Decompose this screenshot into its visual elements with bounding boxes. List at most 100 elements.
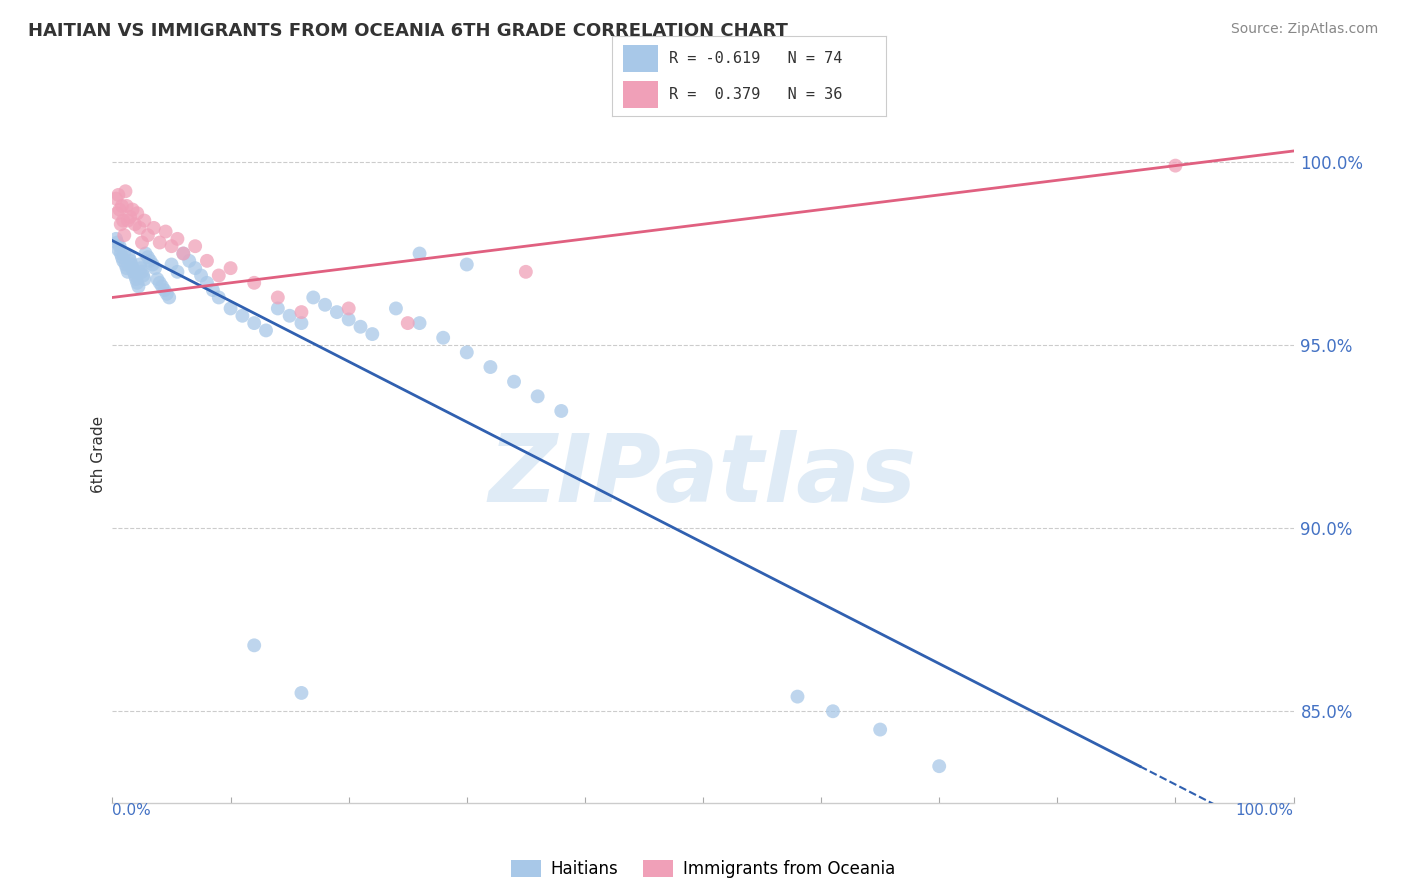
- Point: [302, 290, 325, 304]
- Point: [314, 298, 336, 312]
- Point: [120, 253, 142, 268]
- Text: 100.0%: 100.0%: [1236, 803, 1294, 818]
- Point: [208, 290, 231, 304]
- Point: [114, 184, 136, 198]
- Point: [132, 268, 155, 283]
- Point: [131, 235, 153, 250]
- Point: [243, 638, 266, 652]
- Point: [172, 246, 194, 260]
- Text: R = -0.619   N = 74: R = -0.619 N = 74: [669, 51, 842, 66]
- Point: [456, 258, 478, 272]
- Point: [184, 239, 207, 253]
- Point: [105, 232, 128, 246]
- Point: [201, 283, 224, 297]
- Point: [156, 286, 179, 301]
- Point: [134, 213, 156, 227]
- Point: [139, 253, 162, 268]
- Point: [179, 253, 201, 268]
- Point: [184, 261, 207, 276]
- Point: [127, 206, 149, 220]
- Point: [134, 272, 156, 286]
- Point: [105, 235, 128, 250]
- Point: [195, 253, 218, 268]
- Point: [166, 232, 188, 246]
- Point: [118, 250, 141, 264]
- Text: 0.0%: 0.0%: [112, 803, 152, 818]
- Point: [124, 268, 146, 283]
- Point: [136, 228, 159, 243]
- Point: [515, 265, 537, 279]
- Point: [110, 246, 132, 260]
- Point: [153, 283, 176, 297]
- Point: [111, 199, 134, 213]
- Point: [111, 250, 134, 264]
- Point: [160, 239, 183, 253]
- Point: [108, 239, 131, 253]
- Legend: Haitians, Immigrants from Oceania: Haitians, Immigrants from Oceania: [503, 854, 903, 885]
- Point: [127, 279, 149, 293]
- Point: [408, 316, 430, 330]
- Point: [142, 258, 165, 272]
- Point: [290, 686, 312, 700]
- Point: [267, 301, 290, 316]
- Point: [479, 359, 502, 374]
- Point: [112, 253, 135, 268]
- Point: [136, 250, 159, 264]
- Point: [503, 375, 526, 389]
- Point: [117, 213, 139, 227]
- Point: [190, 268, 212, 283]
- Point: [121, 261, 143, 276]
- Point: [107, 188, 129, 202]
- Point: [928, 759, 950, 773]
- Point: [105, 192, 128, 206]
- Point: [208, 268, 231, 283]
- Point: [125, 272, 148, 286]
- Point: [526, 389, 548, 403]
- Bar: [623, 80, 658, 108]
- Point: [278, 309, 301, 323]
- Point: [117, 265, 139, 279]
- Point: [115, 199, 138, 213]
- Point: [115, 261, 138, 276]
- Point: [128, 220, 150, 235]
- Point: [127, 276, 149, 290]
- Point: [290, 305, 312, 319]
- Text: R =  0.379   N = 36: R = 0.379 N = 36: [669, 87, 842, 102]
- Point: [326, 305, 349, 319]
- Point: [146, 272, 169, 286]
- Point: [821, 704, 844, 718]
- Point: [396, 316, 419, 330]
- Text: Source: ZipAtlas.com: Source: ZipAtlas.com: [1230, 22, 1378, 37]
- Point: [219, 261, 242, 276]
- Point: [337, 312, 360, 326]
- Point: [120, 258, 142, 272]
- Point: [243, 276, 266, 290]
- Point: [219, 301, 242, 316]
- Point: [108, 202, 131, 217]
- Point: [149, 235, 172, 250]
- Point: [150, 279, 173, 293]
- Point: [120, 210, 142, 224]
- Point: [195, 276, 218, 290]
- Point: [114, 258, 136, 272]
- Point: [121, 202, 143, 217]
- Bar: [623, 45, 658, 72]
- Point: [361, 327, 384, 342]
- Point: [243, 316, 266, 330]
- Point: [112, 246, 135, 260]
- Point: [110, 217, 132, 231]
- Point: [349, 319, 371, 334]
- Point: [786, 690, 808, 704]
- Point: [432, 331, 454, 345]
- Point: [112, 228, 135, 243]
- Point: [105, 206, 128, 220]
- Point: [124, 217, 146, 231]
- Point: [107, 243, 129, 257]
- Point: [290, 316, 312, 330]
- Text: HAITIAN VS IMMIGRANTS FROM OCEANIA 6TH GRADE CORRELATION CHART: HAITIAN VS IMMIGRANTS FROM OCEANIA 6TH G…: [28, 22, 787, 40]
- Point: [172, 246, 194, 260]
- Point: [142, 220, 165, 235]
- Point: [160, 258, 183, 272]
- Point: [408, 246, 430, 260]
- Point: [337, 301, 360, 316]
